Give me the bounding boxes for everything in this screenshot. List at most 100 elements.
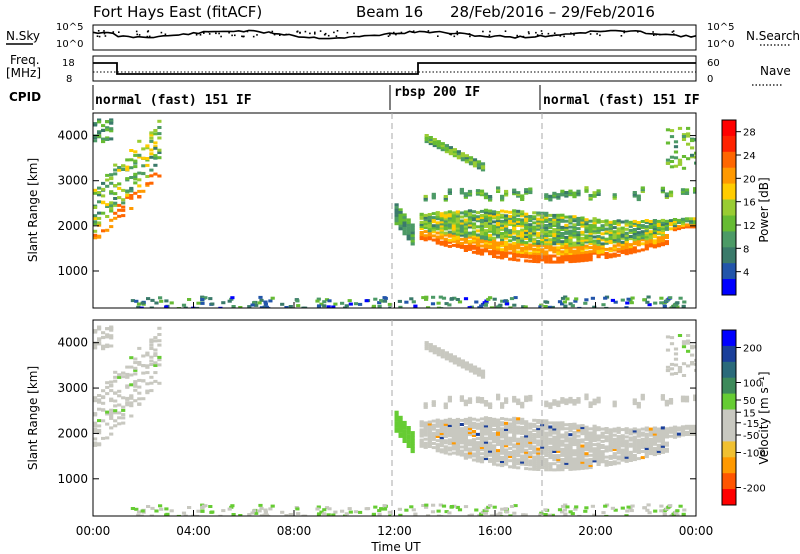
noise-search-point	[207, 31, 210, 33]
velocity-cell	[524, 459, 529, 462]
power-cell	[447, 224, 452, 228]
velocity-cell	[483, 426, 489, 430]
velocity-cell	[572, 402, 577, 406]
velocity-cell	[109, 411, 114, 415]
noise-search-point	[620, 35, 623, 37]
velocity-cell	[564, 433, 569, 437]
velocity-cell	[536, 443, 541, 447]
power-cell	[664, 219, 669, 223]
velocity-cell	[556, 441, 561, 445]
power-cell	[544, 242, 549, 246]
power-cell	[439, 220, 444, 224]
power-cell	[460, 156, 465, 160]
power-cell	[669, 135, 675, 139]
power-cell	[588, 236, 593, 239]
power-cell	[694, 161, 696, 165]
noise-search-point	[215, 32, 217, 35]
velocity-cell	[528, 422, 533, 426]
power-cell	[141, 189, 146, 193]
power-cell	[677, 162, 683, 166]
power-cell	[576, 191, 581, 195]
velocity-cell	[109, 334, 114, 338]
velocity-cell	[492, 460, 497, 464]
velocity-cell	[516, 452, 521, 455]
power-cell	[536, 223, 541, 227]
velocity-cell	[592, 432, 597, 436]
power-cell	[547, 305, 552, 308]
power-cell	[435, 225, 440, 229]
power-cell	[467, 241, 473, 245]
x-tick-label: 08:00	[277, 524, 312, 538]
power-cell	[632, 238, 637, 242]
velocity-cell	[564, 447, 569, 451]
power-cell	[512, 209, 517, 213]
velocity-cell	[628, 428, 633, 432]
velocity-cell	[684, 424, 690, 428]
velocity-cell	[435, 422, 440, 426]
velocity-cell	[388, 514, 393, 516]
power-cell	[467, 189, 473, 193]
velocity-cell	[452, 504, 457, 508]
power-cell	[632, 248, 637, 252]
power-cell	[568, 254, 573, 257]
velocity-cell	[500, 404, 505, 407]
velocity-cell	[475, 424, 481, 428]
velocity-cell	[250, 511, 255, 515]
velocity-cell	[556, 435, 561, 439]
power-cell	[440, 146, 445, 150]
power-cell	[673, 156, 679, 160]
power-cell	[492, 230, 497, 234]
velocity-cell	[632, 456, 637, 459]
power-cell	[588, 194, 593, 197]
power-cell	[528, 251, 533, 255]
velocity-cell	[568, 465, 573, 469]
power-cell	[447, 230, 452, 234]
power-cell	[516, 252, 521, 256]
velocity-cell	[467, 427, 473, 430]
velocity-cell	[560, 451, 565, 455]
power-cell	[568, 237, 573, 241]
velocity-cell	[218, 514, 223, 516]
velocity-cell	[512, 461, 517, 465]
velocity-cell	[479, 458, 485, 462]
velocity-cell	[475, 459, 481, 463]
velocity-cell	[556, 404, 561, 408]
velocity-cell	[423, 443, 428, 447]
power-cell	[508, 229, 513, 233]
power-cell	[600, 220, 605, 224]
power-cell	[564, 231, 569, 235]
power-cell	[404, 300, 409, 304]
velocity-cell	[616, 447, 621, 451]
velocity-cell	[552, 456, 557, 460]
power-cell	[576, 231, 581, 235]
power-cell	[475, 219, 481, 223]
velocity-cell	[504, 450, 509, 454]
velocity-cell	[576, 442, 581, 446]
power-cell	[652, 233, 657, 237]
power-cell	[439, 232, 444, 236]
power-cell	[568, 256, 573, 260]
velocity-cell	[600, 452, 605, 456]
power-cell	[467, 193, 473, 197]
velocity-cell	[472, 365, 478, 369]
power-cell	[677, 160, 683, 164]
velocity-cell	[464, 361, 469, 365]
velocity-cell	[660, 448, 665, 452]
velocity-cell	[630, 504, 635, 508]
power-cell	[486, 297, 491, 301]
velocity-cell	[447, 424, 452, 427]
power-cell	[476, 160, 482, 164]
power-cell	[157, 126, 162, 129]
power-cell	[447, 226, 452, 230]
velocity-cell	[129, 356, 134, 360]
velocity-cell	[548, 452, 553, 455]
noise-search-point	[482, 30, 484, 33]
velocity-cell	[492, 444, 497, 448]
power-cell	[660, 229, 665, 232]
velocity-cell	[459, 397, 464, 401]
velocity-cell	[592, 430, 597, 434]
power-cell	[504, 252, 509, 256]
power-cell	[455, 230, 460, 234]
velocity-cell	[427, 432, 432, 436]
